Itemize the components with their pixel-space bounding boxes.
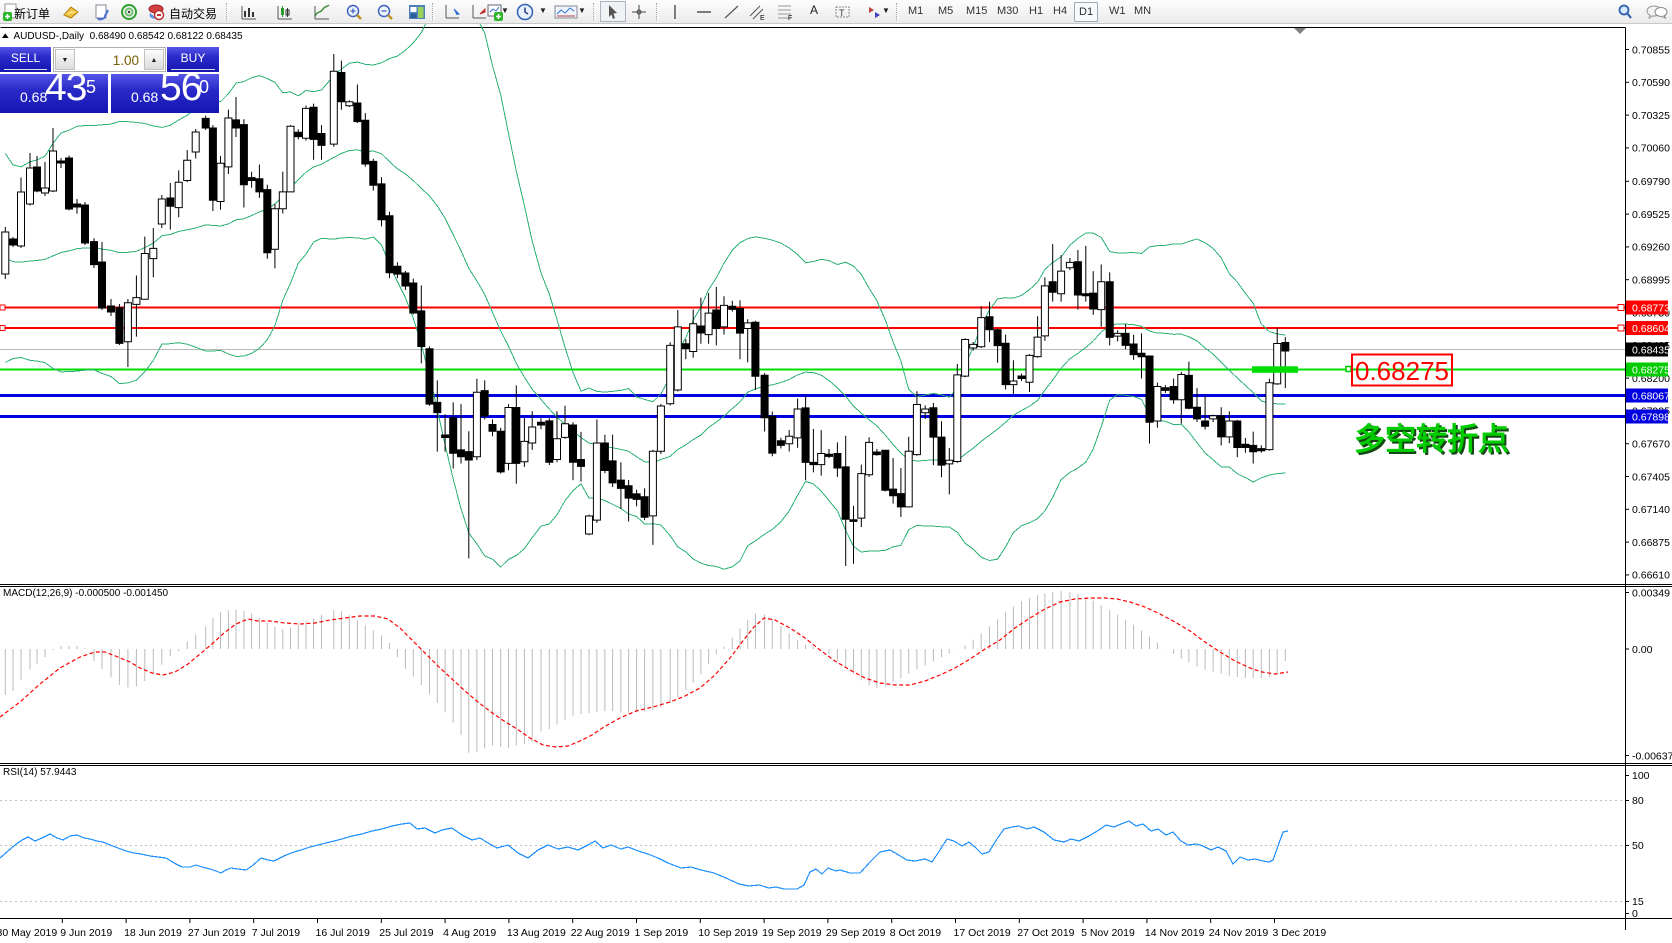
svg-text:18 Jun 2019: 18 Jun 2019 — [124, 927, 182, 939]
svg-text:RSI(14) 57.9443: RSI(14) 57.9443 — [3, 767, 77, 778]
svg-text:0.69260: 0.69260 — [1632, 242, 1670, 254]
svg-text:24 Nov 2019: 24 Nov 2019 — [1209, 927, 1269, 939]
svg-text:E: E — [760, 15, 765, 21]
svg-text:0.69790: 0.69790 — [1632, 176, 1670, 188]
svg-text:0.67898: 0.67898 — [1632, 411, 1670, 423]
svg-text:0.67405: 0.67405 — [1632, 471, 1670, 483]
svg-text:0.68275: 0.68275 — [1632, 364, 1670, 376]
svg-text:0.70590: 0.70590 — [1632, 77, 1670, 89]
svg-text:0.68435: 0.68435 — [1632, 344, 1670, 356]
svg-text:27 Oct 2019: 27 Oct 2019 — [1017, 927, 1074, 939]
svg-text:-0.00637: -0.00637 — [1632, 750, 1672, 762]
svg-text:0.66610: 0.66610 — [1632, 570, 1670, 582]
svg-text:13 Aug 2019: 13 Aug 2019 — [507, 927, 566, 939]
svg-text:0.00349: 0.00349 — [1632, 587, 1670, 599]
svg-text:3 Dec 2019: 3 Dec 2019 — [1273, 927, 1327, 939]
svg-text:0.68773: 0.68773 — [1632, 302, 1670, 314]
svg-text:0.68275: 0.68275 — [1355, 356, 1449, 386]
svg-text:0.67670: 0.67670 — [1632, 439, 1670, 451]
svg-text:22 Aug 2019: 22 Aug 2019 — [571, 927, 630, 939]
svg-text:15: 15 — [1632, 896, 1644, 908]
svg-text:0.68604: 0.68604 — [1632, 323, 1670, 335]
svg-text:80: 80 — [1632, 795, 1644, 807]
svg-text:1 Sep 2019: 1 Sep 2019 — [635, 927, 689, 939]
svg-text:50: 50 — [1632, 840, 1644, 852]
svg-text:29 Sep 2019: 29 Sep 2019 — [826, 927, 886, 939]
svg-text:0.67140: 0.67140 — [1632, 504, 1670, 516]
svg-text:多空转折点: 多空转折点 — [1354, 422, 1509, 457]
svg-text:9 Jun 2019: 9 Jun 2019 — [60, 927, 112, 939]
svg-text:0.70855: 0.70855 — [1632, 44, 1670, 56]
svg-text:17 Oct 2019: 17 Oct 2019 — [954, 927, 1011, 939]
svg-text:MACD(12,26,9) -0.000500 -0.001: MACD(12,26,9) -0.000500 -0.001450 — [3, 588, 169, 599]
svg-text:25 Jul 2019: 25 Jul 2019 — [379, 927, 433, 939]
svg-text:T: T — [839, 8, 845, 18]
svg-text:4 Aug 2019: 4 Aug 2019 — [443, 927, 496, 939]
svg-text:0.70325: 0.70325 — [1632, 110, 1670, 122]
svg-text:F: F — [788, 15, 792, 21]
svg-text:10 Sep 2019: 10 Sep 2019 — [698, 927, 758, 939]
svg-text:8 Oct 2019: 8 Oct 2019 — [890, 927, 942, 939]
svg-text:19 Sep 2019: 19 Sep 2019 — [762, 927, 822, 939]
svg-text:0.69525: 0.69525 — [1632, 209, 1670, 221]
svg-text:14 Nov 2019: 14 Nov 2019 — [1145, 927, 1205, 939]
svg-text:0.66875: 0.66875 — [1632, 537, 1670, 549]
svg-text:5 Nov 2019: 5 Nov 2019 — [1081, 927, 1135, 939]
svg-text:0.68995: 0.68995 — [1632, 275, 1670, 287]
svg-text:0: 0 — [1632, 908, 1638, 920]
svg-text:16 Jul 2019: 16 Jul 2019 — [316, 927, 370, 939]
svg-text:0.68067: 0.68067 — [1632, 390, 1670, 402]
svg-text:30 May 2019: 30 May 2019 — [0, 927, 57, 939]
svg-text:27 Jun 2019: 27 Jun 2019 — [188, 927, 246, 939]
svg-text:100: 100 — [1632, 770, 1650, 782]
svg-text:AUDUSD-,Daily 0.68490 0.68542: AUDUSD-,Daily 0.68490 0.68542 0.68122 0.… — [14, 31, 243, 42]
svg-text:7 Jul 2019: 7 Jul 2019 — [252, 927, 301, 939]
svg-text:多空转折点: 多空转折点 — [1356, 424, 1511, 459]
svg-text:0.70060: 0.70060 — [1632, 143, 1670, 155]
svg-text:0.00: 0.00 — [1632, 644, 1653, 656]
